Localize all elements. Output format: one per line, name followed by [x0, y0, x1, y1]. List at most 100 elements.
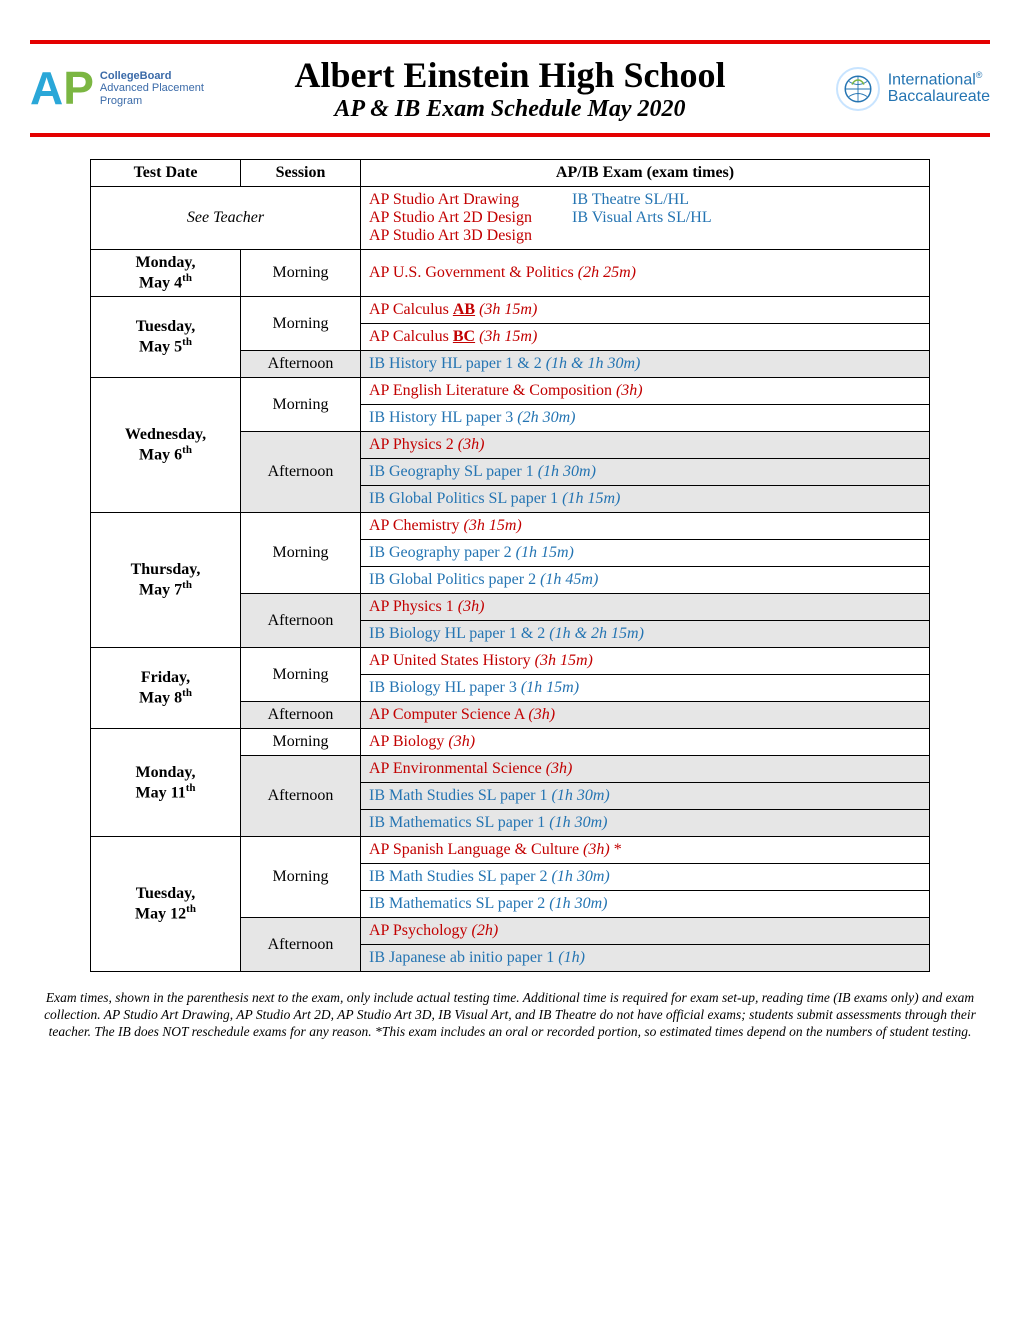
exam-cell: AP Spanish Language & Culture (3h) *	[361, 837, 930, 864]
ap-logo: A P CollegeBoard Advanced Placement Prog…	[30, 68, 204, 109]
session-cell: Morning	[241, 729, 361, 756]
exam-cell: AP Chemistry (3h 15m)	[361, 513, 930, 540]
session-cell: Afternoon	[241, 702, 361, 729]
exam-ib: IB History HL paper 3 (2h 30m)	[369, 409, 575, 426]
header: A P CollegeBoard Advanced Placement Prog…	[30, 48, 990, 129]
exam-cell: IB History HL paper 3 (2h 30m)	[361, 405, 930, 432]
table-row: Tuesday,May 12thMorningAP Spanish Langua…	[91, 837, 930, 864]
exam-ap: AP Computer Science A (3h)	[369, 706, 555, 723]
exam-ib: IB Geography paper 2 (1h 15m)	[369, 544, 574, 561]
exam-ap: AP Studio Art 3D Design	[369, 227, 532, 245]
exam-ib: IB Biology HL paper 1 & 2 (1h & 2h 15m)	[369, 625, 644, 642]
exam-ib: IB Mathematics SL paper 2 (1h 30m)	[369, 895, 607, 912]
exam-ap: AP Spanish Language & Culture (3h) *	[369, 841, 622, 858]
date-cell: Monday,May 4th	[91, 250, 241, 297]
session-cell: Morning	[241, 250, 361, 297]
exam-cell: IB Global Politics paper 2 (1h 45m)	[361, 567, 930, 594]
schedule-table-wrap: Test Date Session AP/IB Exam (exam times…	[90, 159, 930, 972]
session-cell: Morning	[241, 837, 361, 918]
exam-cell: AP Calculus AB (3h 15m)	[361, 297, 930, 324]
exam-cell: AP United States History (3h 15m)	[361, 648, 930, 675]
exam-cell: IB Geography paper 2 (1h 15m)	[361, 540, 930, 567]
exam-cell: AP Physics 1 (3h)	[361, 594, 930, 621]
ap-sub2: Program	[100, 95, 204, 107]
session-cell: Afternoon	[241, 432, 361, 513]
exam-cell: AP English Literature & Composition (3h)	[361, 378, 930, 405]
footer-note: Exam times, shown in the parenthesis nex…	[30, 990, 990, 1041]
session-cell: Afternoon	[241, 594, 361, 648]
table-header-row: Test Date Session AP/IB Exam (exam times…	[91, 160, 930, 187]
ib-line1: International	[888, 71, 976, 88]
exam-cell: IB Mathematics SL paper 1 (1h 30m)	[361, 810, 930, 837]
exam-cell: AP Biology (3h)	[361, 729, 930, 756]
school-name: Albert Einstein High School	[294, 54, 725, 96]
collegeboard-text: CollegeBoard	[100, 70, 204, 82]
date-cell: Tuesday,May 12th	[91, 837, 241, 972]
top-rule	[30, 40, 990, 44]
exam-ib: IB History HL paper 1 & 2 (1h & 1h 30m)	[369, 355, 640, 372]
session-cell: Afternoon	[241, 756, 361, 837]
exam-ap: AP Studio Art 2D Design	[369, 209, 532, 227]
table-body: See TeacherAP Studio Art DrawingAP Studi…	[91, 187, 930, 972]
see-teacher-row: See TeacherAP Studio Art DrawingAP Studi…	[91, 187, 930, 250]
date-cell: Thursday,May 7th	[91, 513, 241, 648]
exam-ap: AP Calculus AB (3h 15m)	[369, 301, 537, 318]
exam-ib: IB Visual Arts SL/HL	[572, 209, 712, 227]
exam-ap: AP Physics 2 (3h)	[369, 436, 484, 453]
date-cell: Friday,May 8th	[91, 648, 241, 729]
exam-ib: IB Japanese ab initio paper 1 (1h)	[369, 949, 585, 966]
exam-ib: IB Global Politics paper 2 (1h 45m)	[369, 571, 598, 588]
exam-cell: IB Japanese ab initio paper 1 (1h)	[361, 945, 930, 972]
ap-logo-text: CollegeBoard Advanced Placement Program	[100, 70, 204, 106]
exam-cell: IB Math Studies SL paper 1 (1h 30m)	[361, 783, 930, 810]
table-row: Tuesday,May 5thMorningAP Calculus AB (3h…	[91, 297, 930, 324]
exam-cell: IB Biology HL paper 1 & 2 (1h & 2h 15m)	[361, 621, 930, 648]
exam-cell: IB History HL paper 1 & 2 (1h & 1h 30m)	[361, 351, 930, 378]
exam-ib: IB Mathematics SL paper 1 (1h 30m)	[369, 814, 607, 831]
exam-cell: AP U.S. Government & Politics (2h 25m)	[361, 250, 930, 297]
exam-ib: IB Biology HL paper 3 (1h 15m)	[369, 679, 579, 696]
exam-ap: AP Chemistry (3h 15m)	[369, 517, 522, 534]
ib-globe-icon	[836, 67, 880, 111]
ib-reg: ®	[976, 70, 983, 80]
table-row: Thursday,May 7thMorningAP Chemistry (3h …	[91, 513, 930, 540]
exam-ib: IB Global Politics SL paper 1 (1h 15m)	[369, 490, 620, 507]
bottom-rule	[30, 133, 990, 137]
table-row: Monday,May 11thMorningAP Biology (3h)	[91, 729, 930, 756]
exam-cell: IB Global Politics SL paper 1 (1h 15m)	[361, 486, 930, 513]
schedule-table: Test Date Session AP/IB Exam (exam times…	[90, 159, 930, 972]
schedule-subtitle: AP & IB Exam Schedule May 2020	[294, 96, 725, 123]
see-teacher-label: See Teacher	[91, 187, 361, 250]
ap-sub1: Advanced Placement	[100, 82, 204, 94]
session-cell: Morning	[241, 378, 361, 432]
exam-cell: IB Math Studies SL paper 2 (1h 30m)	[361, 864, 930, 891]
exam-ib: IB Theatre SL/HL	[572, 191, 712, 209]
exam-ap: AP Environmental Science (3h)	[369, 760, 572, 777]
exam-ib: IB Math Studies SL paper 1 (1h 30m)	[369, 787, 610, 804]
session-cell: Afternoon	[241, 351, 361, 378]
col-header-date: Test Date	[91, 160, 241, 187]
exam-cell: AP Environmental Science (3h)	[361, 756, 930, 783]
col-header-session: Session	[241, 160, 361, 187]
exam-ib: IB Geography SL paper 1 (1h 30m)	[369, 463, 596, 480]
col-header-exam: AP/IB Exam (exam times)	[361, 160, 930, 187]
ib-logo: International® Baccalaureate	[836, 67, 990, 111]
ap-a: A	[30, 68, 63, 109]
exam-ap: AP Psychology (2h)	[369, 922, 498, 939]
exam-ap: AP Biology (3h)	[369, 733, 475, 750]
date-cell: Tuesday,May 5th	[91, 297, 241, 378]
ib-logo-text: International® Baccalaureate	[888, 71, 990, 106]
exam-ap: AP U.S. Government & Politics (2h 25m)	[369, 264, 636, 281]
exam-cell: IB Biology HL paper 3 (1h 15m)	[361, 675, 930, 702]
session-cell: Morning	[241, 513, 361, 594]
ap-badge-icon: A P	[30, 68, 94, 109]
date-cell: Monday,May 11th	[91, 729, 241, 837]
exam-ap: AP United States History (3h 15m)	[369, 652, 593, 669]
exam-ib: IB Math Studies SL paper 2 (1h 30m)	[369, 868, 610, 885]
exam-ap: AP Calculus BC (3h 15m)	[369, 328, 537, 345]
exam-cell: IB Geography SL paper 1 (1h 30m)	[361, 459, 930, 486]
exam-cell: AP Psychology (2h)	[361, 918, 930, 945]
see-teacher-exams: AP Studio Art DrawingAP Studio Art 2D De…	[361, 187, 930, 250]
date-cell: Wednesday,May 6th	[91, 378, 241, 513]
exam-ap: AP Physics 1 (3h)	[369, 598, 484, 615]
